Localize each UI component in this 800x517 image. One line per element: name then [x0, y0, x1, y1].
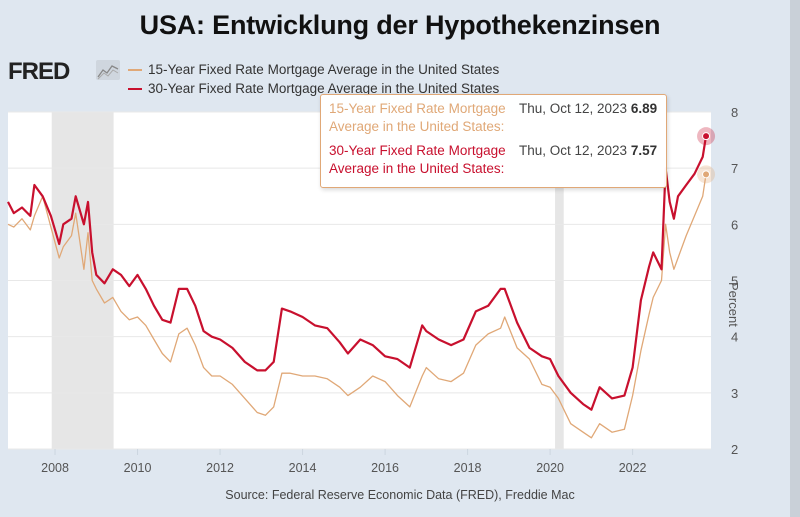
x-tick-label: 2012: [206, 461, 234, 475]
chart-logo-icon: [96, 60, 120, 80]
x-tick-label: 2022: [619, 461, 647, 475]
tooltip-number-30yr: 7.57: [630, 143, 658, 158]
hover-marker-30yr: [702, 132, 711, 141]
tooltip-row-15yr: 15-Year Fixed Rate Mortgage Average in t…: [329, 100, 657, 136]
tooltip-label-15yr: 15-Year Fixed Rate Mortgage Average in t…: [329, 101, 506, 134]
y-tick-label: 5: [731, 274, 738, 289]
scrollbar[interactable]: [790, 0, 800, 517]
y-tick-label: 6: [731, 217, 738, 232]
x-tick-label: 2008: [41, 461, 69, 475]
legend-label-15yr: 15-Year Fixed Rate Mortgage Average in t…: [148, 62, 500, 77]
x-tick-label: 2016: [371, 461, 399, 475]
legend-item-30yr[interactable]: 30-Year Fixed Rate Mortgage Average in t…: [128, 79, 499, 98]
series-line-15yr: [7, 174, 707, 439]
page-title: USA: Entwicklung der Hypothekenzinsen: [139, 10, 661, 40]
y-tick-label: 2: [731, 442, 738, 457]
tooltip: 15-Year Fixed Rate Mortgage Average in t…: [320, 94, 667, 188]
legend-item-15yr[interactable]: 15-Year Fixed Rate Mortgage Average in t…: [128, 60, 499, 79]
legend-swatch-15yr: [128, 68, 142, 71]
tooltip-value-15yr: Thu, Oct 12, 2023 6.89: [519, 100, 657, 136]
x-tick-label: 2018: [454, 461, 482, 475]
legend-swatch-30yr: [128, 87, 142, 90]
y-tick-label: 3: [731, 386, 738, 401]
x-tick-label: 2010: [124, 461, 152, 475]
fred-logo: FRED: [8, 58, 70, 85]
x-tick-label: 2014: [289, 461, 317, 475]
y-tick-label: 4: [731, 330, 738, 345]
legend-label-30yr: 30-Year Fixed Rate Mortgage Average in t…: [148, 81, 500, 96]
tooltip-value-30yr: Thu, Oct 12, 2023 7.57: [519, 142, 657, 178]
hover-marker-15yr: [702, 170, 711, 179]
y-axis-label: Percent: [726, 282, 741, 327]
tooltip-row-30yr: 30-Year Fixed Rate Mortgage Average in t…: [329, 142, 657, 178]
tooltip-label-30yr: 30-Year Fixed Rate Mortgage Average in t…: [329, 143, 506, 176]
y-tick-label: 7: [731, 161, 738, 176]
tooltip-number-15yr: 6.89: [630, 101, 658, 116]
y-tick-label: 8: [731, 105, 738, 120]
tooltip-date-15yr: Thu, Oct 12, 2023: [519, 101, 628, 116]
legend: 15-Year Fixed Rate Mortgage Average in t…: [128, 60, 499, 98]
source-note: Source: Federal Reserve Economic Data (F…: [225, 488, 575, 502]
series-line-30yr: [7, 136, 708, 411]
x-tick-label: 2020: [536, 461, 564, 475]
tooltip-date-30yr: Thu, Oct 12, 2023: [519, 143, 628, 158]
